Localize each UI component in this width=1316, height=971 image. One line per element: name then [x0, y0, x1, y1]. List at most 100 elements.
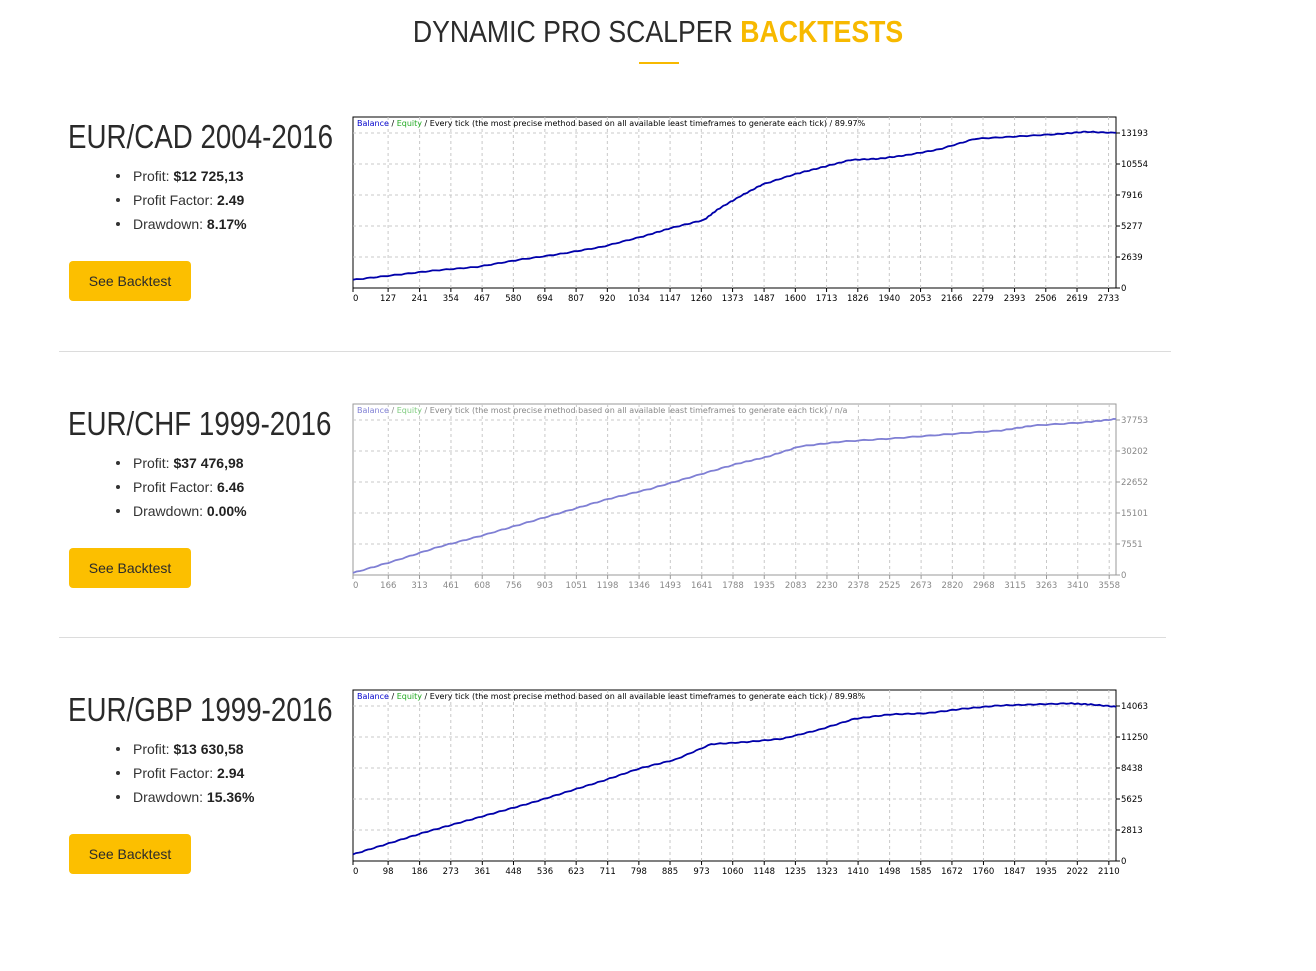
x-tick-label: 920 [599, 294, 615, 304]
x-tick-label: 2083 [785, 581, 807, 591]
page-title-highlight: BACKTESTS [740, 14, 904, 49]
x-tick-label: 1060 [722, 867, 744, 877]
x-tick-label: 3558 [1098, 581, 1120, 591]
x-tick-label: 354 [443, 294, 459, 304]
x-tick-label: 1672 [941, 867, 963, 877]
x-tick-label: 0 [353, 867, 358, 877]
profit-factor-value: 2.49 [217, 192, 245, 208]
x-tick-label: 1600 [784, 294, 806, 304]
x-tick-label: 2525 [879, 581, 901, 591]
y-tick-label: 8438 [1121, 764, 1143, 774]
y-tick-label: 5277 [1121, 222, 1143, 232]
balance-series-line [352, 130, 1117, 281]
y-tick-label: 13193 [1121, 129, 1148, 139]
chart-legend: Balance / Equity / Every tick (the most … [357, 119, 866, 128]
profit-factor-value: 6.46 [217, 479, 245, 495]
y-tick-label: 2639 [1121, 253, 1143, 263]
backtest-chart-svg: 0 2813 5625 8438 11250 14063 0 98 186 273 361 448 53… [352, 689, 1148, 877]
x-tick-label: 807 [568, 294, 584, 304]
x-tick-label: 361 [474, 867, 490, 877]
x-tick-label: 1493 [659, 581, 681, 591]
plot-frame [352, 403, 1117, 576]
page-title: DYNAMIC PRO SCALPER BACKTESTS [92, 14, 1224, 50]
x-tick-label: 2506 [1035, 294, 1057, 304]
balance-series-line [352, 417, 1117, 574]
legend-separator: / [389, 119, 397, 128]
x-tick-label: 623 [568, 867, 584, 877]
x-tick-label: 127 [380, 294, 396, 304]
see-backtest-button[interactable]: See Backtest [69, 548, 191, 588]
y-tick-label: 0 [1121, 571, 1126, 581]
legend-separator: / [389, 692, 397, 701]
y-tick-label: 2813 [1121, 826, 1143, 836]
x-tick-label: 313 [411, 581, 427, 591]
x-tick-label: 1585 [910, 867, 932, 877]
y-tick-label: 15101 [1121, 509, 1148, 519]
y-tick-label: 22652 [1121, 478, 1148, 488]
x-tick-label: 1760 [973, 867, 995, 877]
section-divider [59, 351, 1171, 352]
profit-value: $12 725,13 [173, 168, 244, 184]
stat-drawdown: Drawdown: 8.17% [112, 216, 247, 240]
x-tick-label: 1346 [628, 581, 650, 591]
x-tick-label: 1148 [753, 867, 775, 877]
legend-equity: Equity [397, 692, 423, 701]
backtest-chart-eurchf: 0 7551 15101 22652 30202 37753 0 166 313 461 608 75… [348, 399, 1158, 604]
backtest-chart-svg: 0 2639 5277 7916 10554 13193 0 127 241 354 467 580 6… [352, 116, 1148, 304]
drawdown-value: 15.36% [206, 789, 255, 805]
y-tick-label: 7551 [1121, 540, 1143, 550]
x-tick-label: 1373 [722, 294, 744, 304]
stat-profit-factor: Profit Factor: 2.49 [112, 192, 247, 216]
stat-profit: Profit: $13 630,58 [112, 741, 254, 765]
x-tick-label: 273 [443, 867, 459, 877]
x-tick-label: 1788 [722, 581, 744, 591]
x-tick-label: 1713 [816, 294, 838, 304]
see-backtest-button[interactable]: See Backtest [69, 261, 191, 301]
backtest-chart-eurcad: 0 2639 5277 7916 10554 13193 0 127 241 354 467 580 6… [348, 112, 1158, 317]
x-tick-label: 694 [537, 294, 553, 304]
x-tick-label: 756 [506, 581, 522, 591]
x-tick-label: 536 [537, 867, 553, 877]
profit-factor-value: 2.94 [217, 765, 245, 781]
x-tick-label: 0 [353, 581, 358, 591]
x-tick-label: 1323 [816, 867, 838, 877]
legend-description: / Every tick (the most precise method ba… [422, 692, 866, 701]
x-tick-label: 2166 [941, 294, 963, 304]
x-tick-label: 798 [631, 867, 647, 877]
x-tick-label: 1051 [566, 581, 588, 591]
x-tick-label: 2053 [910, 294, 932, 304]
stat-profit-factor: Profit Factor: 6.46 [112, 479, 247, 503]
x-tick-label: 2733 [1098, 294, 1120, 304]
x-tick-label: 2619 [1066, 294, 1088, 304]
backtest-chart-eurgbp: 0 2813 5625 8438 11250 14063 0 98 186 273 361 448 53… [348, 685, 1158, 890]
stats-list: Profit: $12 725,13 Profit Factor: 2.49 D… [112, 168, 247, 240]
backtest-section-eurcad: EUR/CAD 2004-2016 Profit: $12 725,13 Pro… [0, 116, 1316, 398]
legend-balance: Balance [357, 692, 389, 701]
x-tick-label: 2279 [972, 294, 994, 304]
backtest-chart-svg: 0 7551 15101 22652 30202 37753 0 166 313 461 608 75… [352, 403, 1148, 591]
see-backtest-button[interactable]: See Backtest [69, 834, 191, 874]
x-tick-label: 2393 [1004, 294, 1026, 304]
x-tick-label: 2968 [973, 581, 995, 591]
stats-list: Profit: $13 630,58 Profit Factor: 2.94 D… [112, 741, 254, 813]
legend-balance: Balance [357, 119, 389, 128]
plot-frame [352, 689, 1117, 862]
legend-equity: Equity [397, 119, 423, 128]
page-title-main: DYNAMIC PRO SCALPER [412, 14, 733, 49]
y-tick-label: 0 [1121, 857, 1126, 867]
y-tick-label: 37753 [1121, 416, 1148, 426]
x-tick-label: 2022 [1066, 867, 1088, 877]
backtest-section-eurchf: EUR/CHF 1999-2016 Profit: $37 476,98 Pro… [0, 403, 1316, 685]
legend-description: / Every tick (the most precise method ba… [422, 406, 848, 415]
x-tick-label: 1235 [785, 867, 807, 877]
x-tick-label: 1198 [597, 581, 619, 591]
y-tick-label: 7916 [1121, 191, 1143, 201]
pair-title: EUR/CAD 2004-2016 [68, 118, 334, 155]
x-tick-label: 98 [383, 867, 394, 877]
x-tick-label: 608 [474, 581, 490, 591]
x-tick-label: 241 [412, 294, 428, 304]
y-tick-label: 0 [1121, 284, 1126, 294]
x-tick-label: 2820 [942, 581, 964, 591]
x-tick-label: 2673 [910, 581, 932, 591]
x-tick-label: 0 [353, 294, 358, 304]
